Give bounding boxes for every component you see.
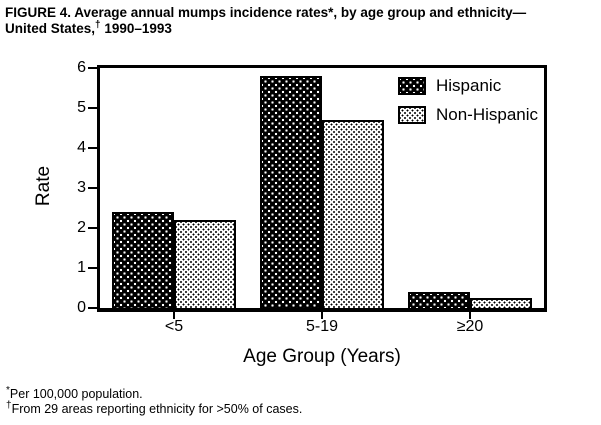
- y-axis-tick-label: 1: [77, 259, 86, 276]
- footnote-rate-text: Per 100,000 population.: [9, 387, 143, 401]
- y-axis-tick: [88, 187, 97, 189]
- x-axis-tick: [321, 308, 323, 319]
- bar-hispanic-519: [260, 76, 322, 308]
- y-axis-tick-label: 0: [77, 299, 86, 316]
- y-axis-tick: [88, 227, 97, 229]
- bar-non-hispanic-5: [174, 220, 236, 308]
- figure-title-line2: United States,† 1990–1993: [5, 19, 599, 37]
- figure-title-line2-years: 1990–1993: [100, 21, 172, 36]
- figure-title: FIGURE 4. Average annual mumps incidence…: [5, 5, 599, 37]
- bar-hispanic-20: [408, 292, 470, 308]
- y-axis-tick-label: 2: [77, 219, 86, 236]
- asterisk-marker: *: [6, 384, 10, 396]
- footnote-rate-definition: *Per 100,000 population.: [6, 384, 302, 402]
- bar-hispanic-5: [112, 212, 174, 308]
- legend-item-hispanic: Hispanic: [398, 76, 538, 96]
- y-axis-tick: [88, 267, 97, 269]
- legend-swatch-hispanic: [398, 77, 426, 95]
- y-axis-tick: [88, 147, 97, 149]
- footnotes: *Per 100,000 population. †From 29 areas …: [6, 384, 303, 417]
- legend-item-non-hispanic: Non-Hispanic: [398, 105, 538, 125]
- x-axis-tick: [173, 308, 175, 319]
- dagger-superscript: †: [95, 19, 101, 31]
- x-axis-tick-label: <5: [164, 318, 184, 335]
- x-axis-title: Age Group (Years): [243, 346, 401, 367]
- y-axis-tick: [88, 67, 97, 69]
- footnote-reporting-areas: †From 29 areas reporting ethnicity for >…: [6, 399, 303, 417]
- legend: Hispanic Non-Hispanic: [398, 76, 538, 134]
- x-axis-tick-label: 5-19: [305, 318, 339, 335]
- y-axis-tick: [88, 307, 97, 309]
- y-axis-tick-label: 4: [77, 139, 86, 156]
- x-axis-tick: [469, 308, 471, 319]
- legend-swatch-non-hispanic: [398, 106, 426, 124]
- legend-label-non-hispanic: Non-Hispanic: [436, 105, 539, 124]
- x-axis-tick-label: ≥20: [456, 318, 484, 335]
- footnote-areas-text: From 29 areas reporting ethnicity for >5…: [11, 402, 303, 416]
- y-axis-tick: [88, 107, 97, 109]
- y-axis-tick-label: 3: [77, 179, 86, 196]
- y-axis-tick-label: 5: [77, 99, 86, 116]
- dagger-marker: †: [6, 399, 12, 411]
- plot-area: Hispanic Non-Hispanic 0 1 2 3 4 5 6 <5 5-19 ≥20: [77, 59, 547, 335]
- bar-non-hispanic-20: [470, 298, 532, 308]
- y-axis-tick-label: 6: [77, 59, 86, 76]
- figure-title-line1: FIGURE 4. Average annual mumps incidence…: [5, 5, 527, 20]
- legend-label-hispanic: Hispanic: [436, 76, 502, 95]
- bar-non-hispanic-519: [322, 120, 384, 308]
- figure-title-line2-text: United States,: [5, 21, 96, 36]
